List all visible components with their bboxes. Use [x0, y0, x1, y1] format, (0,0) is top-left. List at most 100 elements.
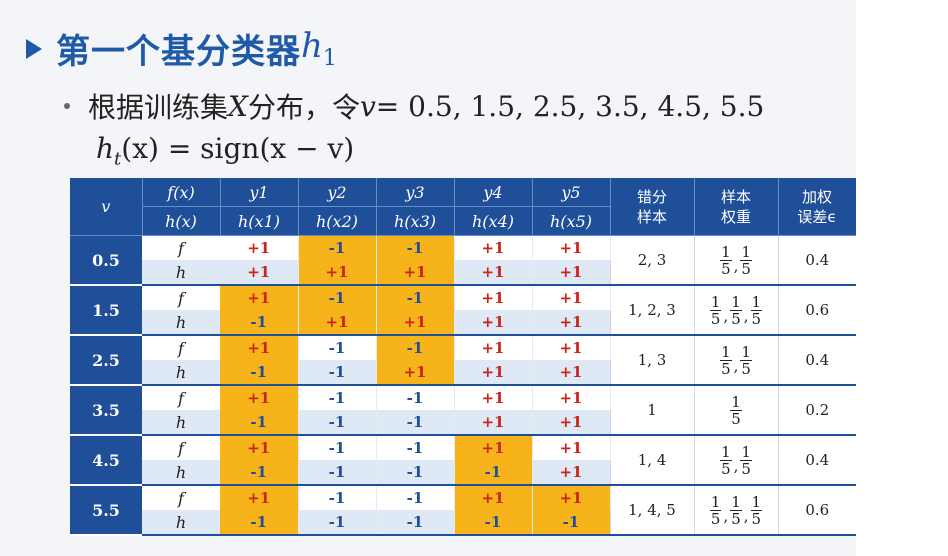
row-label-f: f	[142, 285, 220, 310]
row-label-f: f	[142, 335, 220, 360]
cell-f: -1	[376, 485, 455, 510]
row-label-f: f	[142, 485, 220, 510]
cell-h: -1	[298, 460, 377, 486]
cell-f: -1	[298, 335, 377, 360]
cell-h: +1	[532, 410, 611, 436]
bullet-dot-icon	[64, 103, 70, 109]
row-label-h: h	[142, 510, 220, 536]
row-v-value: 4.5	[70, 435, 142, 486]
cell-h: +1	[532, 260, 611, 286]
cell-f: +1	[532, 335, 611, 360]
row-v-value: 2.5	[70, 335, 142, 386]
cell-f: +1	[220, 285, 299, 310]
title-math: h1	[301, 26, 337, 71]
header-hx4: h(x4)	[454, 206, 533, 236]
weighted-error: 0.4	[777, 435, 856, 486]
cell-h: +1	[454, 410, 533, 436]
cell-h: -1	[376, 510, 455, 536]
cell-h: +1	[376, 360, 455, 386]
cell-h: +1	[532, 360, 611, 386]
header-error-samples: 错分 样本	[610, 178, 695, 236]
cell-h: +1	[376, 310, 455, 336]
cell-f: +1	[220, 335, 299, 360]
bullet-line: 根据训练集 X 分布，令 v = 0.5, 1.5, 2.5, 3.5, 4.5…	[64, 86, 764, 126]
classifier-table: v f(x) y1 y2 y3 y4 y5 错分 样本 样本 权重 加权 误差ϵ h(x) h(x1) h(x…	[70, 178, 857, 536]
header-y2: y2	[298, 178, 377, 207]
cell-h: -1	[532, 510, 611, 536]
header-fx: f(x)	[142, 178, 221, 207]
cell-f: +1	[454, 335, 533, 360]
misclassified-samples: 1, 3	[609, 335, 694, 386]
cell-h: +1	[220, 260, 299, 286]
cell-h: +1	[298, 310, 377, 336]
row-v-value: 0.5	[70, 235, 142, 286]
weighted-error: 0.4	[777, 235, 856, 286]
header-hx5: h(x5)	[532, 206, 611, 236]
row-v-value: 5.5	[70, 485, 142, 536]
formula: ht(x) = sign(x − v)	[96, 132, 355, 170]
header-y5: y5	[532, 178, 611, 207]
cell-f: +1	[220, 235, 299, 260]
cell-f: -1	[376, 285, 455, 310]
header-weights: 样本 权重	[694, 178, 779, 236]
cell-h: -1	[298, 410, 377, 436]
triangle-bullet-icon	[26, 38, 42, 59]
cell-f: +1	[220, 485, 299, 510]
title-text: 第一个基分类器	[56, 32, 301, 72]
weighted-error: 0.4	[777, 335, 856, 386]
cell-h: -1	[220, 310, 299, 336]
cell-f: +1	[220, 435, 299, 460]
header-hx2: h(x2)	[298, 206, 377, 236]
cell-h: -1	[376, 410, 455, 436]
cell-h: +1	[532, 310, 611, 336]
cell-h: -1	[220, 510, 299, 536]
cell-h: -1	[220, 410, 299, 436]
cell-f: -1	[298, 285, 377, 310]
cell-h: -1	[376, 460, 455, 486]
cell-f: +1	[532, 385, 611, 410]
misclassified-samples: 1, 4, 5	[609, 485, 694, 536]
header-hx: h(x)	[142, 206, 221, 236]
cell-f: +1	[454, 235, 533, 260]
row-v-value: 3.5	[70, 385, 142, 436]
misclassified-samples: 1, 2, 3	[609, 285, 694, 336]
bullet-text-2: 分布，令	[247, 91, 360, 124]
header-y3: y3	[376, 178, 455, 207]
blank-side-area	[856, 0, 948, 556]
bullet-values: = 0.5, 1.5, 2.5, 3.5, 4.5, 5.5	[375, 89, 765, 123]
header-hx1: h(x1)	[220, 206, 299, 236]
cell-f: +1	[454, 385, 533, 410]
row-label-h: h	[142, 360, 220, 386]
cell-f: -1	[298, 235, 377, 260]
cell-h: +1	[454, 360, 533, 386]
cell-f: +1	[532, 235, 611, 260]
cell-f: -1	[298, 435, 377, 460]
cell-h: -1	[454, 510, 533, 536]
cell-f: +1	[454, 435, 533, 460]
misclassified-samples: 2, 3	[609, 235, 694, 286]
cell-f: +1	[532, 285, 611, 310]
row-v-value: 1.5	[70, 285, 142, 336]
row-label-h: h	[142, 310, 220, 336]
header-v: v	[70, 178, 143, 236]
misclassified-samples: 1, 4	[609, 435, 694, 486]
cell-f: +1	[454, 485, 533, 510]
cell-f: -1	[298, 385, 377, 410]
misclassified-samples: 1	[609, 385, 694, 436]
weighted-error: 0.2	[777, 385, 856, 436]
slide-title: 第一个基分类器 h1	[26, 24, 337, 73]
weighted-error: 0.6	[777, 485, 856, 536]
row-label-h: h	[142, 260, 220, 286]
header-weighted-error: 加权 误差ϵ	[778, 178, 857, 236]
row-label-f: f	[142, 435, 220, 460]
bullet-var-v: v	[359, 89, 376, 123]
row-label-h: h	[142, 460, 220, 486]
cell-h: -1	[454, 460, 533, 486]
cell-f: +1	[532, 435, 611, 460]
